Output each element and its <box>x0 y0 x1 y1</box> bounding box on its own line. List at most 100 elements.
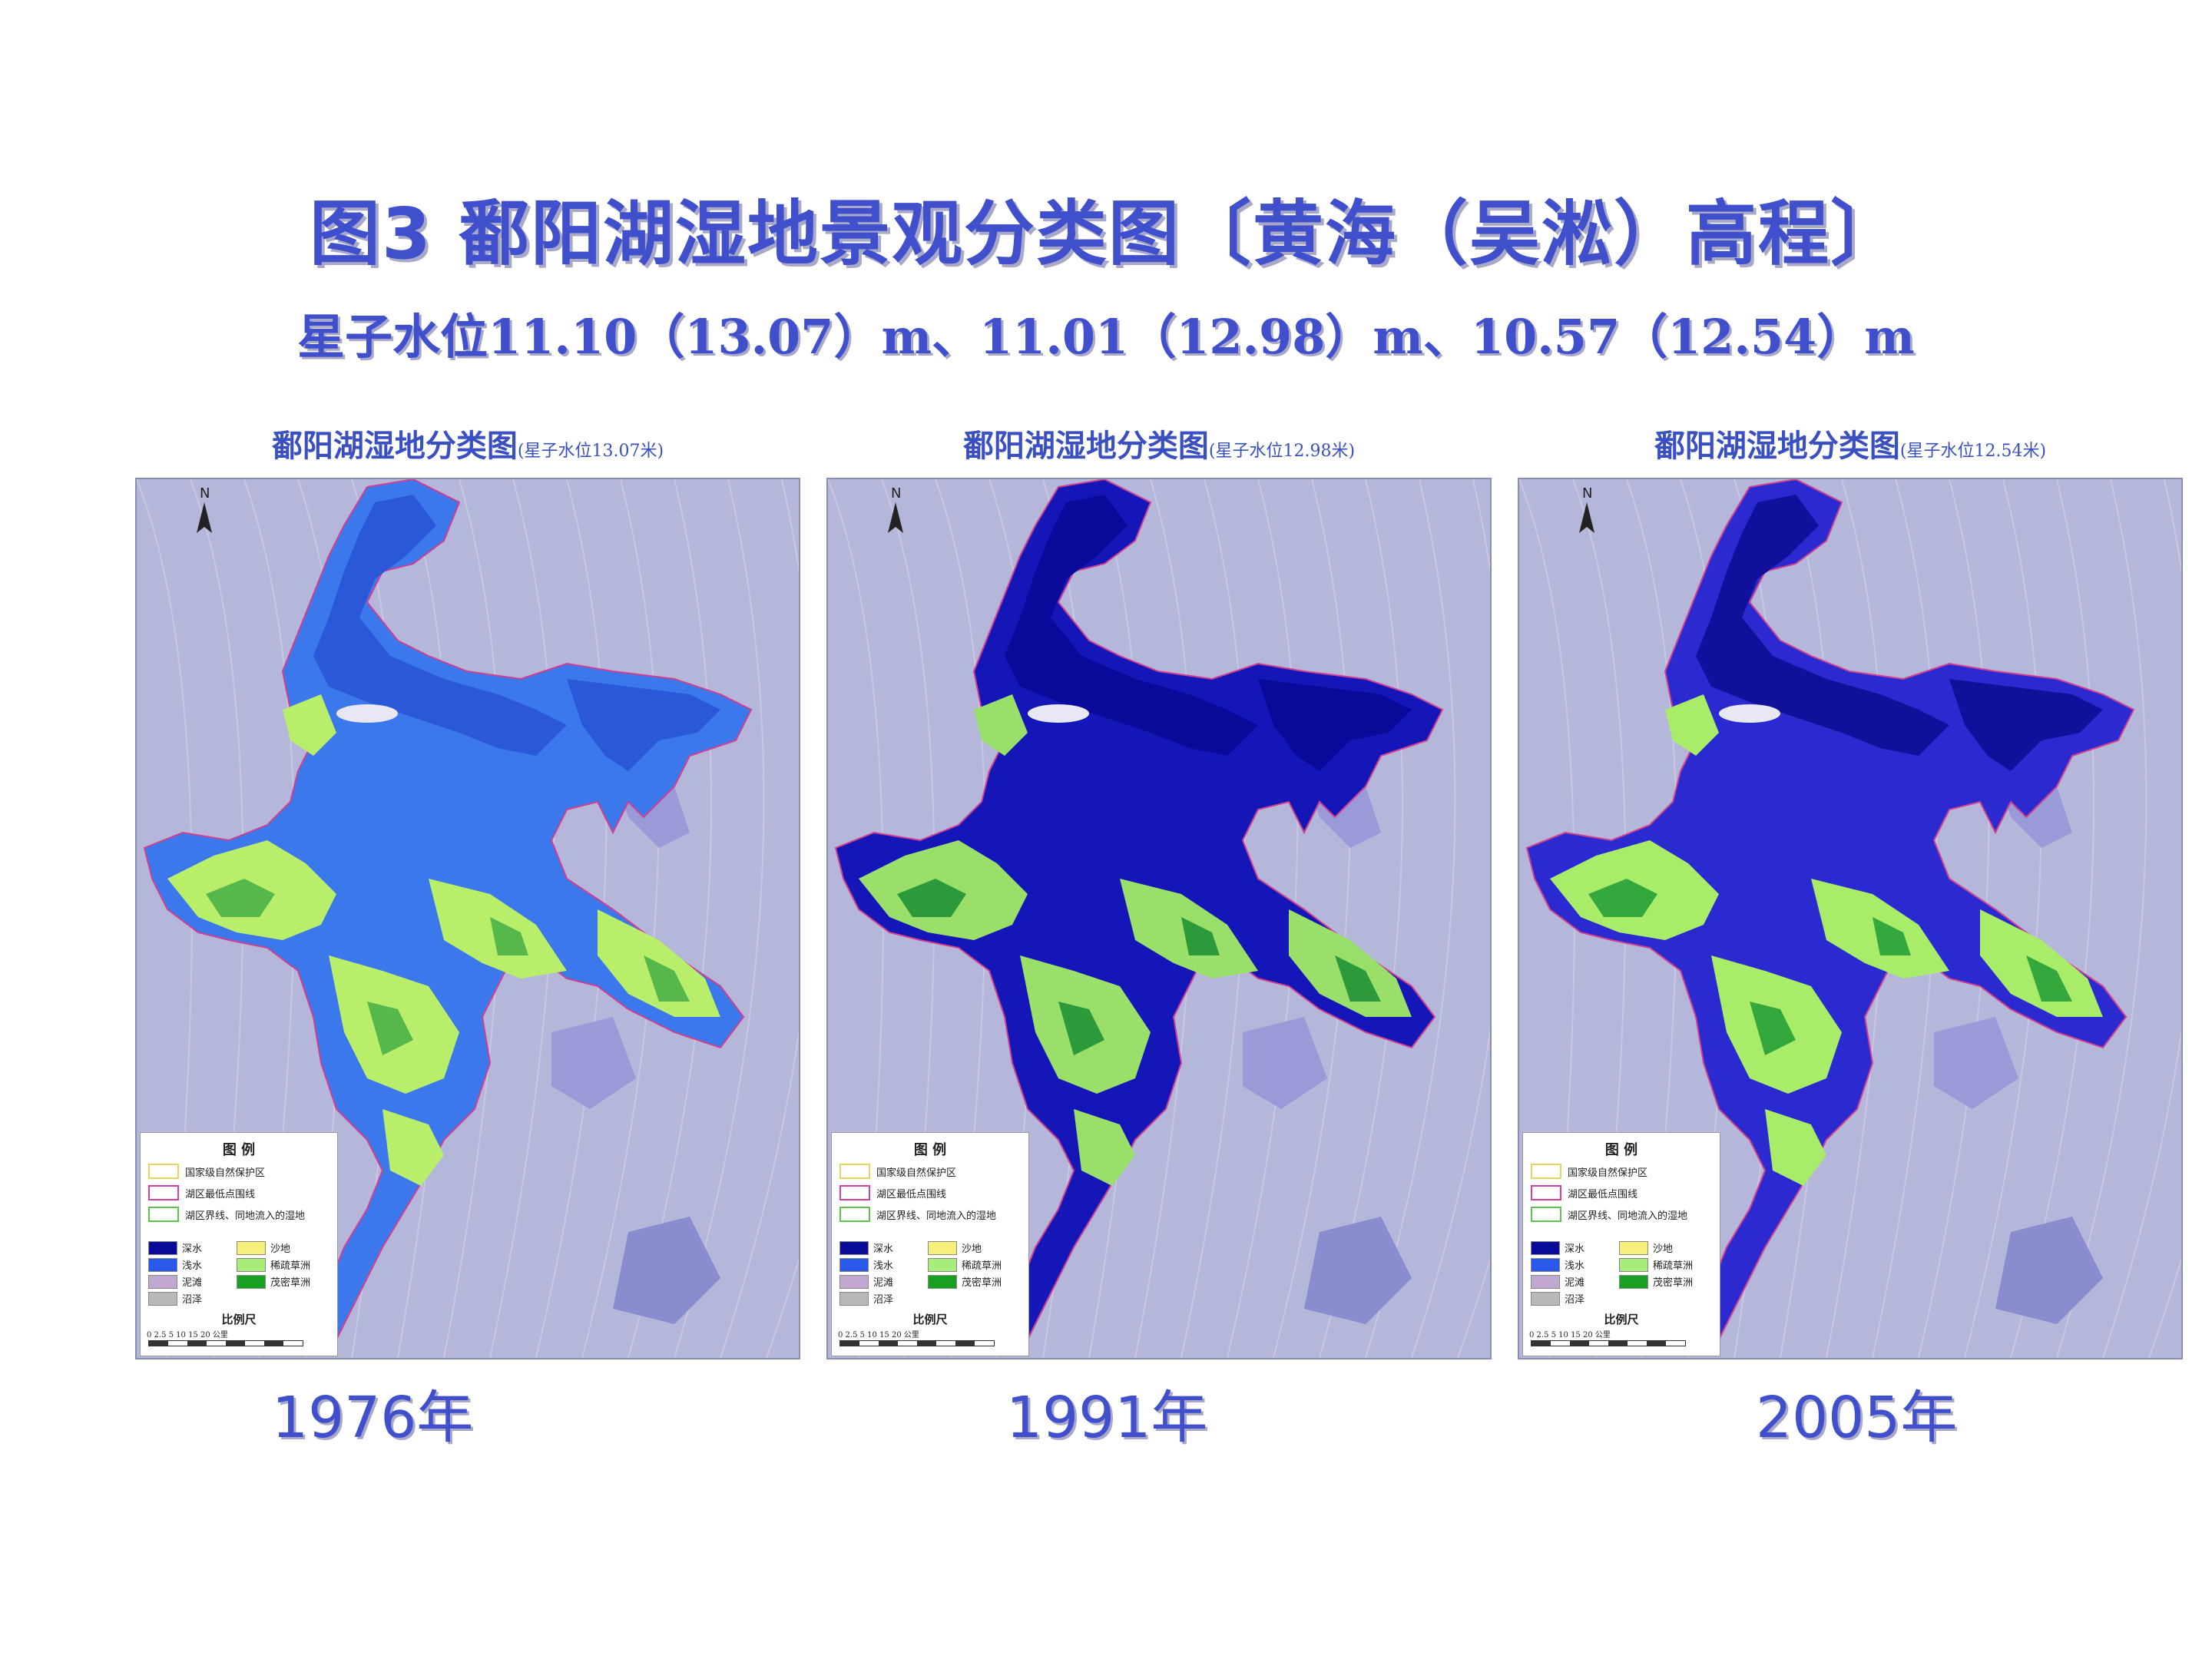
legend-label: 深水 <box>873 1243 894 1255</box>
legend-class-item: 沼泽 <box>148 1291 202 1306</box>
dense-grassland <box>367 1002 413 1055</box>
road-line <box>2102 479 2181 1358</box>
road-line <box>1918 479 1990 1358</box>
dense-grassland <box>1181 917 1220 955</box>
legend-label: 泥滩 <box>1565 1277 1585 1289</box>
dense-grassland <box>2026 955 2072 1002</box>
legend-class-item: 浅水 <box>839 1257 893 1272</box>
legend-line-item: 湖区界线、同地流入的湿地 <box>148 1207 305 1222</box>
map-title: 鄱阳湖湿地分类图(星子水位12.54米) <box>1518 421 2183 465</box>
legend-label: 湖区最低点围线 <box>185 1188 256 1200</box>
legend-class-item: 沙地 <box>928 1240 982 1255</box>
map-panel-1991: 鄱阳湖湿地分类图(星子水位12.98米) N 图 例国家级自然保护区 湖区最低点围… <box>826 421 1492 1366</box>
legend-label: 湖区界线、同地流入的湿地 <box>876 1210 997 1222</box>
legend-class-item: 茂密草洲 <box>1619 1274 1693 1289</box>
sandbar <box>1028 704 1089 723</box>
deep-water <box>1949 679 2103 771</box>
legend-swatch <box>1531 1185 1561 1200</box>
north-label: N <box>200 485 210 502</box>
scale-bar <box>839 1340 995 1346</box>
legend-class-item: 深水 <box>148 1240 202 1255</box>
legend-label: 深水 <box>1565 1243 1585 1255</box>
year-label-1991: 1991年 <box>1006 1385 1208 1451</box>
legend-swatch <box>1531 1207 1561 1222</box>
map-title-note: (星子水位13.07米) <box>517 442 664 461</box>
legend-line-item: 湖区界线、同地流入的湿地 <box>1531 1207 1687 1222</box>
map-legend: 图 例国家级自然保护区 湖区最低点围线 湖区界线、同地流入的湿地 深水 浅水 泥滩 沼泽 沙地… <box>1522 1132 1720 1356</box>
legend-label: 沼泽 <box>182 1294 203 1306</box>
reservoir <box>1995 1217 2103 1324</box>
dense-grassland <box>1750 1002 1796 1055</box>
road-line <box>535 479 608 1358</box>
legend-label: 国家级自然保护区 <box>1568 1167 1648 1179</box>
scale-title: 比例尺 <box>1604 1313 1639 1326</box>
road-line <box>1227 479 1299 1358</box>
map-frame: N 图 例国家级自然保护区 湖区最低点围线 湖区界线、同地流入的湿地 深水 浅水 泥滩 沼泽… <box>1518 478 2183 1359</box>
legend-swatch <box>148 1291 177 1306</box>
legend-label: 国家级自然保护区 <box>876 1167 957 1179</box>
legend-label: 稀疏草洲 <box>962 1260 1002 1272</box>
legend-label: 湖区最低点围线 <box>1568 1188 1638 1200</box>
scale-bar <box>1531 1340 1686 1346</box>
legend-label: 浅水 <box>1565 1260 1585 1272</box>
legend-line-item: 国家级自然保护区 <box>148 1164 265 1179</box>
reservoir <box>1243 1017 1327 1109</box>
reservoir <box>551 1017 636 1109</box>
legend-label: 深水 <box>182 1243 203 1255</box>
legend-swatch <box>237 1257 266 1272</box>
legend-swatch <box>1619 1257 1648 1272</box>
legend-label: 茂密草洲 <box>1653 1277 1694 1289</box>
legend-class-item: 泥滩 <box>148 1274 202 1289</box>
deep-water <box>1696 495 1949 756</box>
legend-label: 稀疏草洲 <box>270 1260 311 1272</box>
sandbar <box>1719 704 1780 723</box>
sparse-grassland <box>1765 1109 1826 1186</box>
legend-swatch <box>148 1185 179 1200</box>
legend-class-item: 泥滩 <box>839 1274 893 1289</box>
sandbar <box>336 704 398 723</box>
legend-label: 浅水 <box>873 1260 894 1272</box>
legend-line-item: 国家级自然保护区 <box>839 1164 956 1179</box>
legend-swatch <box>1619 1274 1648 1289</box>
scale-title: 比例尺 <box>912 1313 948 1326</box>
legend-label: 湖区界线、同地流入的湿地 <box>185 1210 306 1222</box>
map-title-note: (星子水位12.54米) <box>1899 442 2047 461</box>
reservoir <box>1304 1217 1412 1324</box>
legend-line-item: 国家级自然保护区 <box>1531 1164 1647 1179</box>
legend-label: 沙地 <box>1653 1243 1674 1255</box>
legend-label: 湖区界线、同地流入的湿地 <box>1568 1210 1688 1222</box>
dense-grassland <box>1058 1002 1104 1055</box>
legend-label: 沙地 <box>962 1243 982 1255</box>
road-line <box>581 479 660 1358</box>
year-label-1976: 1976年 <box>272 1385 474 1451</box>
map-panel-1976: 鄱阳湖湿地分类图(星子水位13.07米) N 图 例国家级自然保护区湖区最低点围… <box>135 421 800 1366</box>
legend-title: 图 例 <box>222 1142 256 1158</box>
legend-class-item: 茂密草洲 <box>237 1274 310 1289</box>
legend-label: 稀疏草洲 <box>1653 1260 1694 1272</box>
road-line <box>628 479 712 1358</box>
road-line <box>1365 479 1456 1358</box>
legend-swatch <box>839 1207 870 1222</box>
legend-swatch <box>928 1274 957 1289</box>
map-title-note: (星子水位12.98米) <box>1208 442 1356 461</box>
north-arrow-icon: N <box>1579 485 1594 533</box>
legend-swatch <box>839 1274 869 1289</box>
road-line <box>1319 479 1403 1358</box>
legend-swatch <box>237 1274 266 1289</box>
north-arrow-icon: N <box>197 485 212 533</box>
reservoir <box>613 1217 720 1324</box>
legend-swatch <box>148 1240 177 1255</box>
map-legend: 图 例国家级自然保护区 湖区最低点围线 湖区界线、同地流入的湿地 深水 浅水 泥滩 沼泽 沙地… <box>831 1132 1029 1356</box>
road-line <box>720 479 799 1358</box>
legend-label: 沙地 <box>270 1243 291 1255</box>
legend-label: 泥滩 <box>873 1277 894 1289</box>
legend-class-item: 泥滩 <box>1531 1274 1584 1289</box>
map-title-text: 鄱阳湖湿地分类图 <box>271 429 518 464</box>
legend-class-item: 稀疏草洲 <box>928 1257 1002 1272</box>
legend-swatch <box>148 1257 177 1272</box>
deep-water <box>567 679 720 771</box>
scale-numbers: 0 2.5 5 10 15 20 公里 <box>147 1331 228 1339</box>
dense-grassland <box>1588 879 1657 917</box>
sparse-grassland <box>1665 694 1719 756</box>
